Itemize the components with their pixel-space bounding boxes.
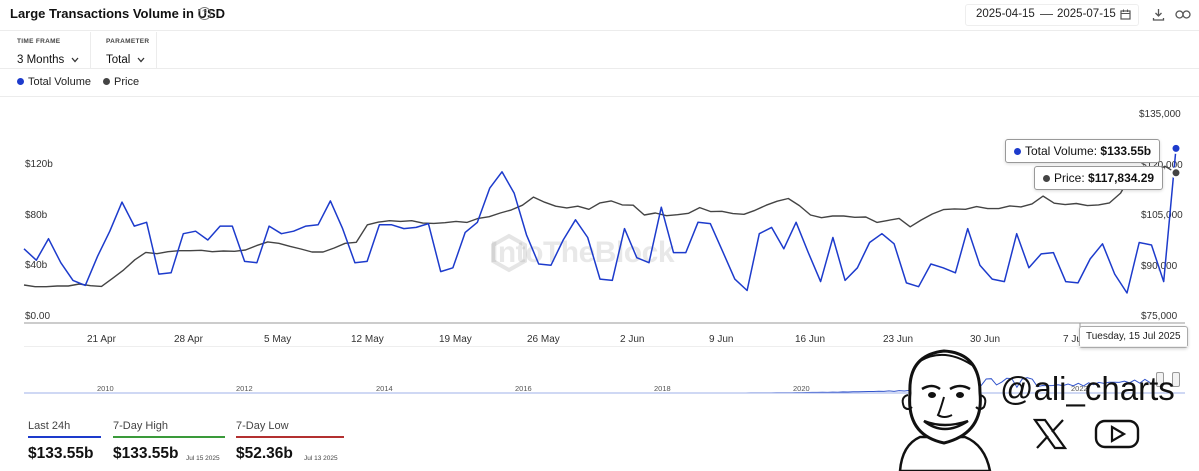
x-tick: 23 Jun: [883, 334, 914, 345]
chevron-down-icon: [137, 57, 145, 63]
date-separator: [1040, 14, 1053, 15]
volume-series: [23, 148, 1177, 294]
price-series: [23, 165, 1177, 288]
legend-volume[interactable]: Total Volume: [28, 76, 91, 88]
x-tick: 21 Apr: [87, 334, 116, 345]
download-icon[interactable]: [1152, 8, 1165, 21]
x-tick: 5 May: [264, 334, 292, 345]
x-tick: 2 Jun: [620, 334, 645, 345]
stat-7day-low-date: Jul 13 2025: [304, 455, 338, 462]
x-tick: 26 May: [527, 334, 560, 345]
controls-divider-2: [156, 32, 157, 68]
navigator-top-line: [24, 346, 1189, 347]
tooltip-volume-value: $133.55b: [1100, 144, 1152, 158]
parameter-label: PARAMETER: [106, 38, 150, 45]
legend-volume-dot: [17, 78, 24, 85]
y-right-tick: $120,000: [1141, 160, 1183, 171]
navigator-handle-left[interactable]: [1156, 372, 1164, 387]
link-icon[interactable]: [1175, 9, 1191, 20]
header-divider: [0, 30, 1199, 31]
y-left-tick: $120b: [25, 159, 53, 170]
navigator-year: 2022: [1071, 384, 1088, 393]
x-tick: 28 Apr: [174, 334, 203, 345]
navigator-year: 2012: [236, 384, 253, 393]
help-icon[interactable]: ?: [198, 7, 211, 20]
tooltip-price-label: Price:: [1054, 171, 1085, 185]
timeframe-select[interactable]: 3 Months: [17, 50, 79, 68]
tooltip-date: Tuesday, 15 Jul 2025: [1079, 326, 1188, 348]
stat-last24h-label: Last 24h: [28, 420, 71, 432]
y-left-tick: $80b: [25, 210, 48, 221]
y-right-tick: $75,000: [1141, 311, 1178, 322]
calendar-icon[interactable]: [1120, 9, 1131, 20]
price-line: [23, 165, 1177, 288]
tooltip-volume-label: Total Volume:: [1025, 144, 1098, 158]
date-range-picker[interactable]: [965, 4, 1139, 26]
parameter-value: Total: [106, 54, 131, 66]
timeframe-value: 3 Months: [17, 54, 65, 66]
legend-price-dot: [103, 78, 110, 85]
y-right-tick: $135,000: [1139, 109, 1181, 120]
timeframe-label: TIME FRAME: [17, 38, 61, 45]
navigator-year: 2018: [654, 384, 671, 393]
x-tick: 12 May: [351, 334, 384, 345]
tooltip-volume: Total Volume: $133.55b: [1005, 139, 1161, 163]
brand-handle: @ali_charts: [1000, 370, 1175, 407]
stat-7day-low-value: $52.36b: [236, 445, 293, 462]
stat-7day-low-label: 7-Day Low: [236, 420, 289, 432]
price-last-point: [1170, 167, 1182, 179]
navigator-year: 2014: [376, 384, 393, 393]
avatar-caricature-icon: [898, 349, 992, 471]
stat-7day-high-date: Jul 15 2025: [186, 455, 220, 462]
tooltip-price-dot: [1043, 175, 1050, 182]
date-start[interactable]: 2025-04-15: [976, 8, 1035, 20]
navigator-handle-right[interactable]: [1172, 372, 1180, 387]
chevron-down-icon: [71, 57, 79, 63]
volume-last-point: [1170, 142, 1182, 154]
x-tick: 7 Jul: [1063, 334, 1085, 345]
tooltip-price-value: $117,834.29: [1088, 171, 1155, 185]
navigator-year: 2020: [793, 384, 810, 393]
date-end[interactable]: 2025-07-15: [1057, 8, 1116, 20]
navigator-year: 2016: [515, 384, 532, 393]
controls-bottom-divider: [0, 68, 1199, 69]
tooltip-volume-dot: [1014, 148, 1021, 155]
chart-title: Large Transactions Volume in USD: [10, 6, 226, 21]
watermark: IntoTheBlock: [490, 236, 675, 269]
tooltip-price: Price: $117,834.29: [1034, 166, 1164, 190]
y-right-tick: $105,000: [1141, 210, 1183, 221]
stat-last24h-value: $133.55b: [28, 445, 94, 462]
stat-7day-low-bar: [236, 436, 344, 438]
legend-divider: [0, 96, 1199, 97]
stat-7day-high-value: $133.55b: [113, 445, 179, 462]
y-left-tick: $40b: [25, 260, 48, 271]
stat-7day-high-bar: [113, 436, 225, 438]
youtube-icon[interactable]: [1094, 418, 1140, 450]
watermark-logo-icon: [491, 233, 527, 273]
stat-last24h-bar: [28, 436, 101, 438]
volume-line: [23, 148, 1177, 294]
x-tick: 30 Jun: [970, 334, 1001, 345]
controls-divider: [90, 32, 91, 68]
navigator-year: 2010: [97, 384, 114, 393]
legend-price[interactable]: Price: [114, 76, 140, 88]
x-tick: 9 Jun: [709, 334, 734, 345]
parameter-select[interactable]: Total: [106, 50, 145, 68]
y-left-tick: $0.00: [25, 311, 51, 322]
x-logo-icon[interactable]: [1033, 418, 1067, 450]
x-tick: 16 Jun: [795, 334, 826, 345]
x-tick: 19 May: [439, 334, 472, 345]
stat-7day-high-label: 7-Day High: [113, 420, 169, 432]
